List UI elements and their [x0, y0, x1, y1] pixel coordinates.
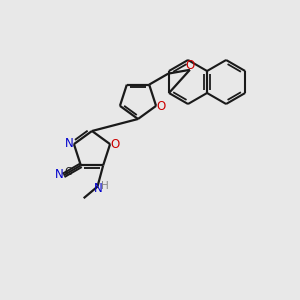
Text: H: H — [100, 181, 108, 190]
Text: O: O — [156, 100, 166, 113]
Text: N: N — [64, 136, 73, 150]
Text: N: N — [55, 168, 64, 181]
Text: O: O — [110, 138, 120, 151]
Text: C: C — [65, 167, 72, 177]
Text: N: N — [94, 182, 103, 195]
Text: O: O — [185, 59, 194, 72]
